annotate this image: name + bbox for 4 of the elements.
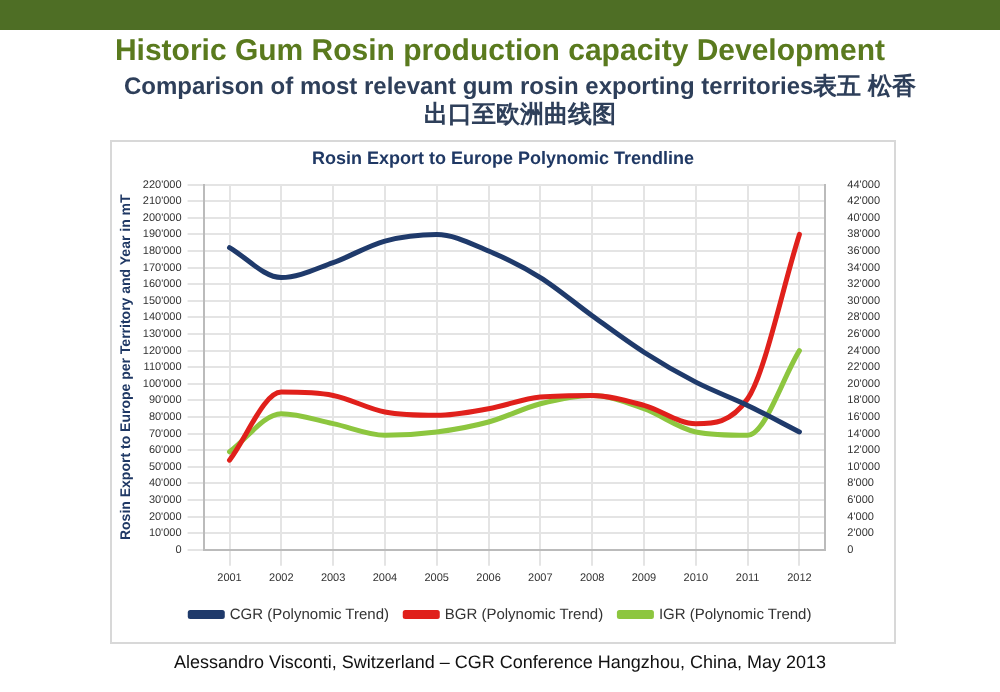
text: Alessandro Visconti, Switzerland – CGR Conference Hangzhou, China, May 2013 — [171, 652, 828, 672]
text: Rosin Export to Europe Polynomic Trendline — [309, 148, 697, 168]
chart-subtitle: Comparison of most relevant gum rosin exporting territories表五 松香出口至欧洲曲线图 — [121, 72, 919, 128]
chart-title: Historic Gum Rosin production capacity Development — [112, 34, 888, 68]
